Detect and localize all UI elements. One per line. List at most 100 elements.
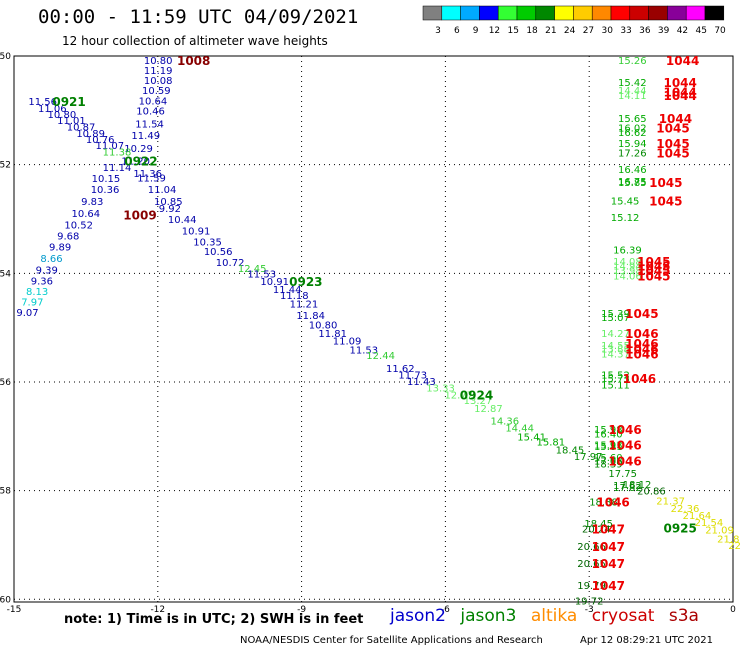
wave-height-point: 17.75 [608,469,637,480]
time-marker-label: 0923 [289,275,322,289]
time-marker-label: 1046 [625,327,658,341]
wave-height-point: 15.45 [611,197,640,208]
wave-height-point: 11.53 [247,269,276,280]
wave-height-point: 10.29 [124,144,153,155]
wave-height-point: 10.35 [193,237,222,248]
y-tick-label: -52 [0,161,11,171]
wave-height-point: 18.12 [623,480,652,491]
y-tick-label: -54 [0,269,11,279]
legend-jason2: jason2 [390,606,446,626]
wave-height-point: 11.62 [386,364,415,375]
wave-height-point: 10.15 [92,174,121,185]
wave-height-point: 20.65 [577,559,606,570]
scale-label: 18 [526,26,538,36]
wave-height-point: 20.24 [582,525,611,536]
wave-height-point: 16.39 [613,245,642,256]
time-marker-label: 1046 [608,455,641,469]
time-marker-label: 1046 [608,438,641,452]
legend-s3a: s3a [668,606,699,626]
wave-height-point: 14.36 [490,417,519,428]
wave-height-point: 19.72 [575,596,604,607]
plot-frame [13,55,734,603]
wave-height-point: 16.62 [618,128,647,139]
wave-height-point: 15.26 [618,56,647,67]
time-marker-label: 1046 [625,337,658,351]
y-tick-label: -56 [0,378,11,388]
scale-label: 27 [583,26,594,36]
wave-height-point: 10.80 [309,320,338,331]
wave-height-point: 11.20 [121,156,150,167]
scale-label: 21 [545,26,556,36]
wave-height-point: 21.09 [705,526,734,537]
wave-height-point: 17.97 [574,452,603,463]
wave-height-point: 20.66 [577,542,606,553]
x-tick-label: -3 [585,605,594,615]
scale-label: 6 [454,26,460,36]
wave-height-point: 11.07 [95,141,124,152]
scale-label: 45 [696,26,707,36]
scale-label: 15 [508,26,519,36]
wave-height-point: 11.19 [144,66,173,77]
wave-height-point: 13.88 [601,344,630,355]
legend-cryosat: cryosat [591,606,655,626]
wave-height-point: 14.37 [601,350,630,361]
wave-height-point: 10.56 [204,247,233,258]
time-marker-label: 1046 [608,423,641,437]
wave-height-point: 15.98 [594,425,623,436]
wave-height-point: 11.56 [28,97,57,108]
x-tick-label: 0 [730,605,736,615]
satellite-legend: jason2 jason3 altika cryosat s3a [390,606,708,626]
wave-height-point: 15.60 [594,453,623,464]
wave-height-point: 21.64 [683,511,712,522]
time-marker-label: 1047 [592,540,625,554]
wave-height-point: 15.73 [601,374,630,385]
wave-height-point: 7.97 [21,298,43,309]
scale-swatch [704,5,725,21]
wave-height-point: 16.02 [618,124,647,135]
y-tick-label: -60 [0,595,11,605]
wave-height-point: 10.72 [216,258,245,269]
y-tick-label: -50 [0,52,11,62]
y-tick-label: -58 [0,487,11,497]
time-marker-label: 1045 [637,255,670,269]
time-marker-label: 1045 [637,260,670,274]
wave-height-point: 18.38 [589,497,618,508]
scale-label: 33 [620,26,631,36]
time-marker-label: 1044 [666,54,699,68]
wave-height-point: 10.76 [86,135,115,146]
wave-height-point: 14.06 [613,271,642,282]
time-marker-label: 1045 [637,264,670,278]
wave-height-point: 15.65 [618,114,647,125]
time-marker-label: 1046 [623,372,656,386]
wave-height-point: 22.37 [728,541,740,552]
wave-height-point: 14.08 [613,257,642,268]
time-marker-label: 1045 [656,147,689,161]
time-marker-label: 1045 [649,176,682,190]
wave-height-point: 12.45 [238,264,267,275]
wave-height-point: 11.38 [103,148,132,159]
wave-height-point: 11.73 [398,370,427,381]
time-marker-label: 1047 [592,557,625,571]
scale-label: 9 [473,26,479,36]
wave-height-point: 11.84 [296,311,325,322]
wave-height-point: 10.52 [64,220,93,231]
wave-height-point: 11.36 [133,169,162,180]
wave-height-point: 10.59 [142,86,171,97]
x-tick-label: -6 [441,605,450,615]
wave-height-point: 15.52 [601,370,630,381]
time-marker-label: 0925 [663,522,696,536]
wave-height-point: 10.91 [260,277,289,288]
wave-height-point: 14.11 [618,91,647,102]
wave-height-point: 21.54 [695,518,724,529]
time-marker-label: 1047 [592,523,625,537]
wave-height-point: 10.85 [154,197,183,208]
wave-height-point: 17.06 [594,457,623,468]
wave-height-point: 11.18 [280,291,309,302]
wave-height-point: 22.36 [671,504,700,515]
wave-height-point: 21.81 [717,534,740,545]
wave-height-point: 15.12 [611,213,640,224]
wave-height-point: 13.98 [613,266,642,277]
wave-height-point: 9.07 [16,308,38,319]
